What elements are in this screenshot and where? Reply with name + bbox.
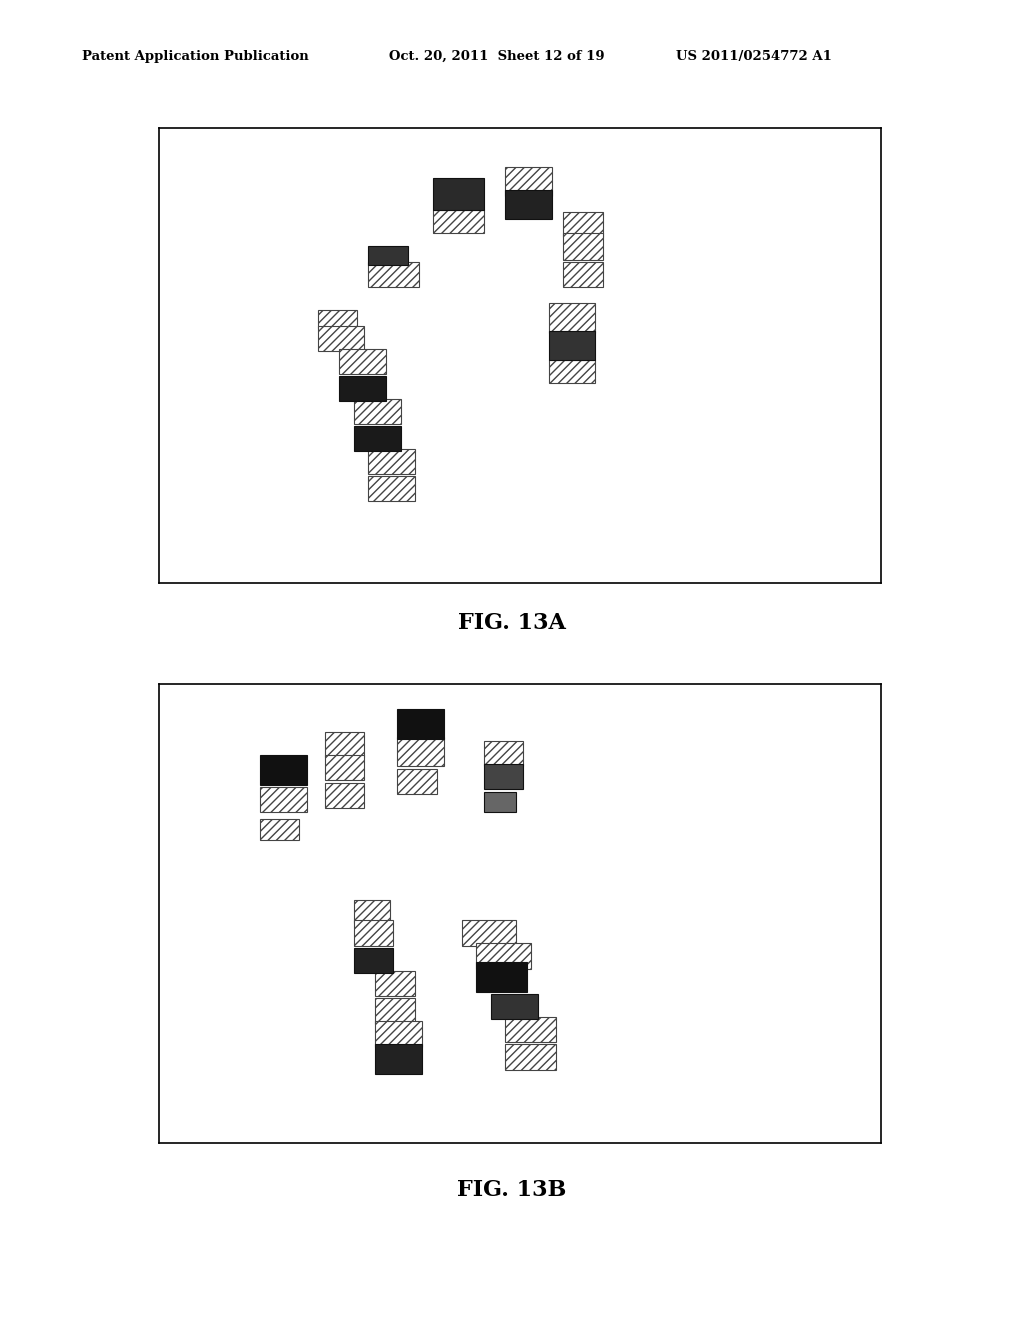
Bar (353, 900, 390, 923)
Bar (375, 1044, 422, 1074)
Bar (353, 399, 400, 424)
Bar (505, 1044, 556, 1069)
Bar (353, 948, 393, 973)
Bar (433, 210, 483, 232)
Bar (483, 792, 516, 812)
Bar (549, 360, 596, 383)
Bar (505, 166, 552, 197)
Bar (375, 1022, 422, 1047)
Bar (325, 755, 365, 780)
Bar (368, 263, 419, 288)
Bar (317, 326, 365, 351)
Bar (375, 972, 415, 997)
Bar (549, 331, 596, 360)
Text: US 2011/0254772 A1: US 2011/0254772 A1 (676, 50, 831, 63)
Bar (505, 1016, 556, 1041)
Bar (563, 263, 603, 288)
Bar (397, 768, 436, 795)
Bar (433, 178, 483, 210)
Bar (325, 783, 365, 808)
Bar (339, 376, 386, 401)
Bar (325, 733, 365, 758)
Bar (353, 426, 400, 451)
Bar (260, 820, 299, 840)
Bar (476, 962, 527, 991)
Bar (260, 755, 307, 785)
Text: Patent Application Publication: Patent Application Publication (82, 50, 308, 63)
Bar (260, 787, 307, 812)
Bar (317, 310, 357, 329)
Bar (397, 709, 443, 739)
Bar (476, 944, 530, 969)
Bar (483, 764, 523, 789)
Bar (368, 477, 415, 502)
Bar (505, 190, 552, 219)
Bar (490, 994, 538, 1019)
Text: FIG. 13B: FIG. 13B (458, 1179, 566, 1201)
Bar (368, 449, 415, 474)
Bar (549, 304, 596, 333)
Bar (462, 920, 516, 945)
Bar (563, 213, 603, 238)
Bar (397, 737, 443, 767)
Bar (483, 741, 523, 767)
Text: Oct. 20, 2011  Sheet 12 of 19: Oct. 20, 2011 Sheet 12 of 19 (389, 50, 605, 63)
Bar (563, 232, 603, 260)
Bar (375, 998, 415, 1024)
Text: FIG. 13A: FIG. 13A (458, 612, 566, 635)
Bar (353, 920, 393, 945)
Bar (339, 348, 386, 374)
Bar (368, 247, 408, 264)
